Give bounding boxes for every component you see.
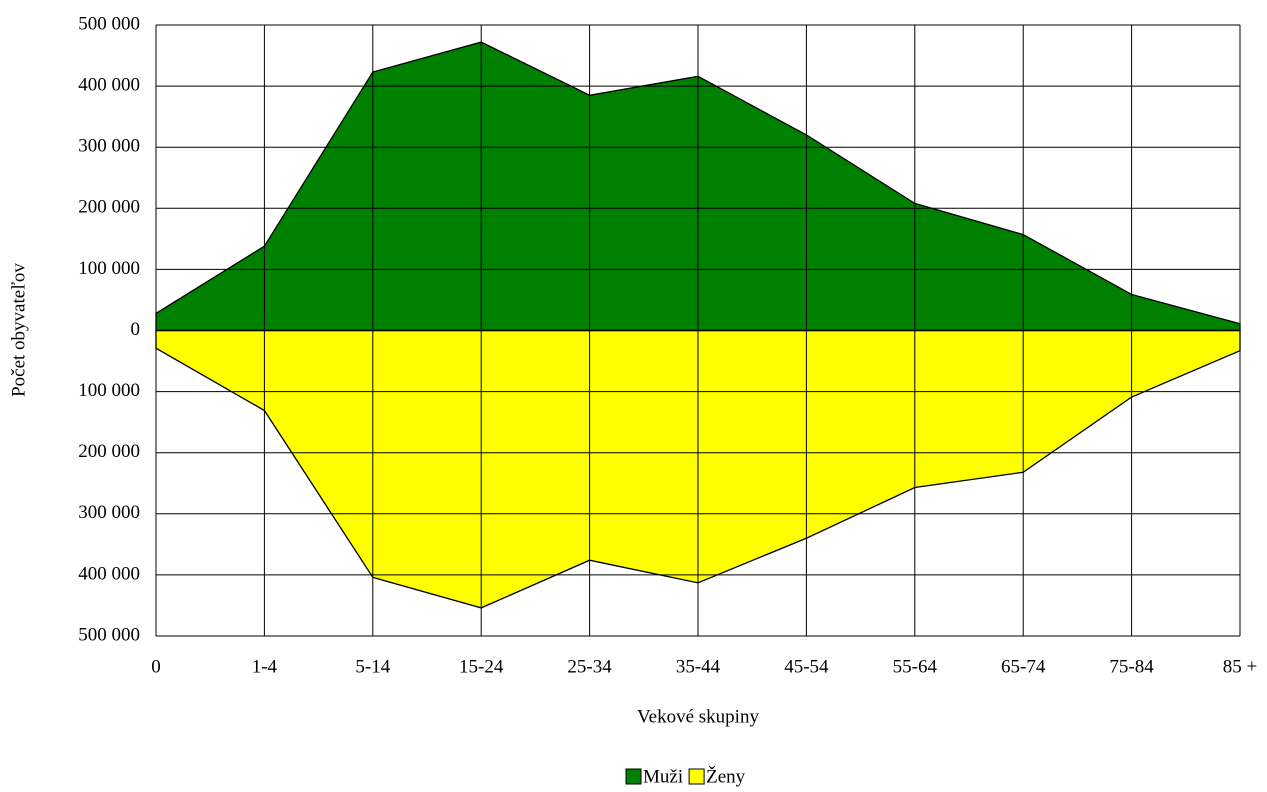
y-tick-label: 200 000 <box>78 441 140 462</box>
y-tick-label: 400 000 <box>78 74 140 95</box>
x-tick-label: 25-34 <box>567 656 612 677</box>
y-tick-label: 200 000 <box>78 197 140 218</box>
x-tick-label: 35-44 <box>676 656 721 677</box>
legend-label: Ženy <box>706 765 746 787</box>
x-tick-label: 45-54 <box>784 656 829 677</box>
y-tick-label: 300 000 <box>78 502 140 523</box>
y-tick-label: 100 000 <box>78 258 140 279</box>
legend-swatch <box>625 768 642 785</box>
y-tick-label: 300 000 <box>78 136 140 157</box>
y-tick-label: 500 000 <box>78 13 140 34</box>
x-tick-label: 65-74 <box>1001 656 1046 677</box>
x-tick-label: 1-4 <box>252 656 278 677</box>
y-tick-label: 100 000 <box>78 380 140 401</box>
y-tick-label: 500 000 <box>78 624 140 645</box>
x-tick-label: 5-14 <box>355 656 390 677</box>
y-tick-label: 400 000 <box>78 563 140 584</box>
y-axis-title: Počet obyvateľov <box>8 263 29 397</box>
x-tick-label: 15-24 <box>459 656 504 677</box>
x-axis-title: Vekové skupiny <box>637 706 759 727</box>
legend-label: Muži <box>643 766 683 787</box>
legend-swatch <box>688 768 705 785</box>
x-tick-label: 55-64 <box>893 656 938 677</box>
x-tick-label: 75-84 <box>1109 656 1154 677</box>
x-tick-label: 0 <box>151 656 161 677</box>
y-tick-label: 0 <box>131 319 141 340</box>
x-tick-label: 85 + <box>1223 656 1257 677</box>
